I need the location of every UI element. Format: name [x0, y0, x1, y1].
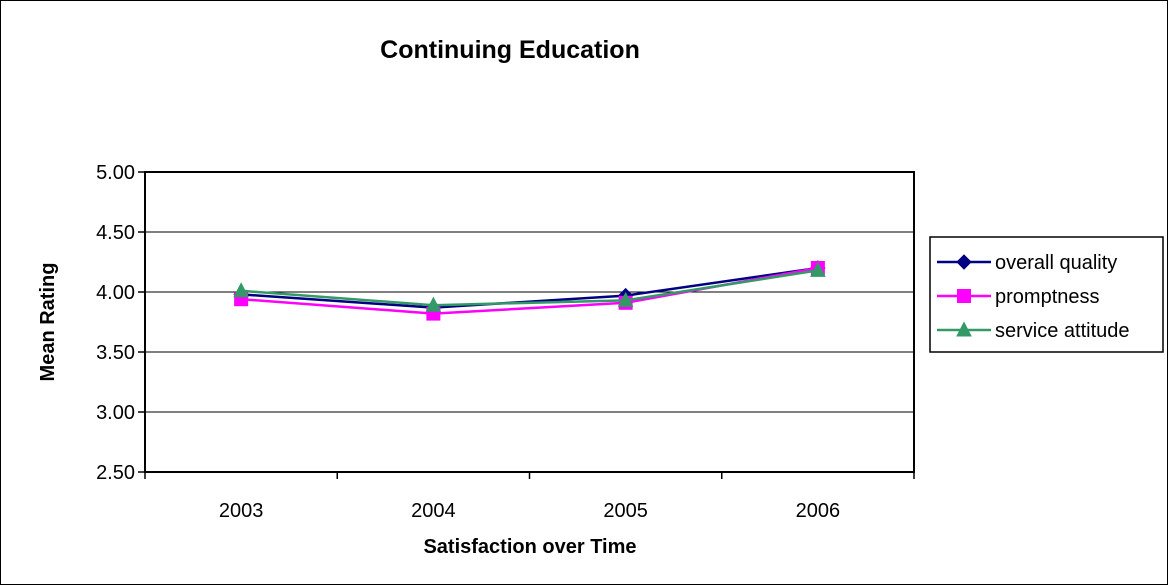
data-point-service-attitude — [233, 282, 249, 298]
legend-marker — [956, 254, 972, 270]
series-promptness — [234, 261, 825, 321]
gridlines — [145, 231, 914, 413]
legend-marker — [957, 289, 971, 303]
legend-label: overall quality — [995, 252, 1117, 274]
legend-label: service attitude — [995, 320, 1130, 342]
series-service-attitude — [233, 261, 826, 312]
y-tick-label: 5.00 — [96, 162, 135, 184]
x-tick-label: 2006 — [796, 500, 841, 522]
y-axis: 2.50 3.00 3.50 4.00 4.50 5.00 — [96, 162, 145, 484]
y-tick-label: 3.50 — [96, 342, 135, 364]
y-tick-label: 3.00 — [96, 402, 135, 424]
x-tick-label: 2004 — [411, 500, 456, 522]
x-tick-label: 2003 — [219, 500, 264, 522]
y-tick-label: 4.00 — [96, 282, 135, 304]
chart-title: Continuing Education — [380, 36, 640, 64]
legend: overall quality promptness service attitud… — [929, 236, 1164, 353]
data-point-service-attitude — [617, 291, 634, 307]
legend-item-service-attitude: service attitude — [937, 320, 1130, 342]
legend-marker — [956, 321, 972, 337]
x-tick-label: 2005 — [603, 500, 648, 522]
y-tick-label: 2.50 — [96, 462, 135, 484]
x-axis-title: Satisfaction over Time — [423, 536, 636, 558]
plot-area — [144, 171, 915, 473]
series-line-service-attitude — [241, 269, 819, 307]
legend-item-overall-quality: overall quality — [937, 252, 1117, 274]
series-group — [233, 260, 826, 321]
y-axis-title: Mean Rating — [37, 263, 59, 382]
legend-item-promptness: promptness — [937, 286, 1100, 308]
series-line-promptness — [241, 266, 819, 315]
data-point-service-attitude — [425, 296, 442, 312]
legend-label: promptness — [995, 286, 1100, 308]
x-axis: 2003 2004 2005 2006 — [144, 472, 915, 522]
y-tick-label: 4.50 — [96, 222, 135, 244]
data-point-service-attitude — [810, 261, 826, 277]
